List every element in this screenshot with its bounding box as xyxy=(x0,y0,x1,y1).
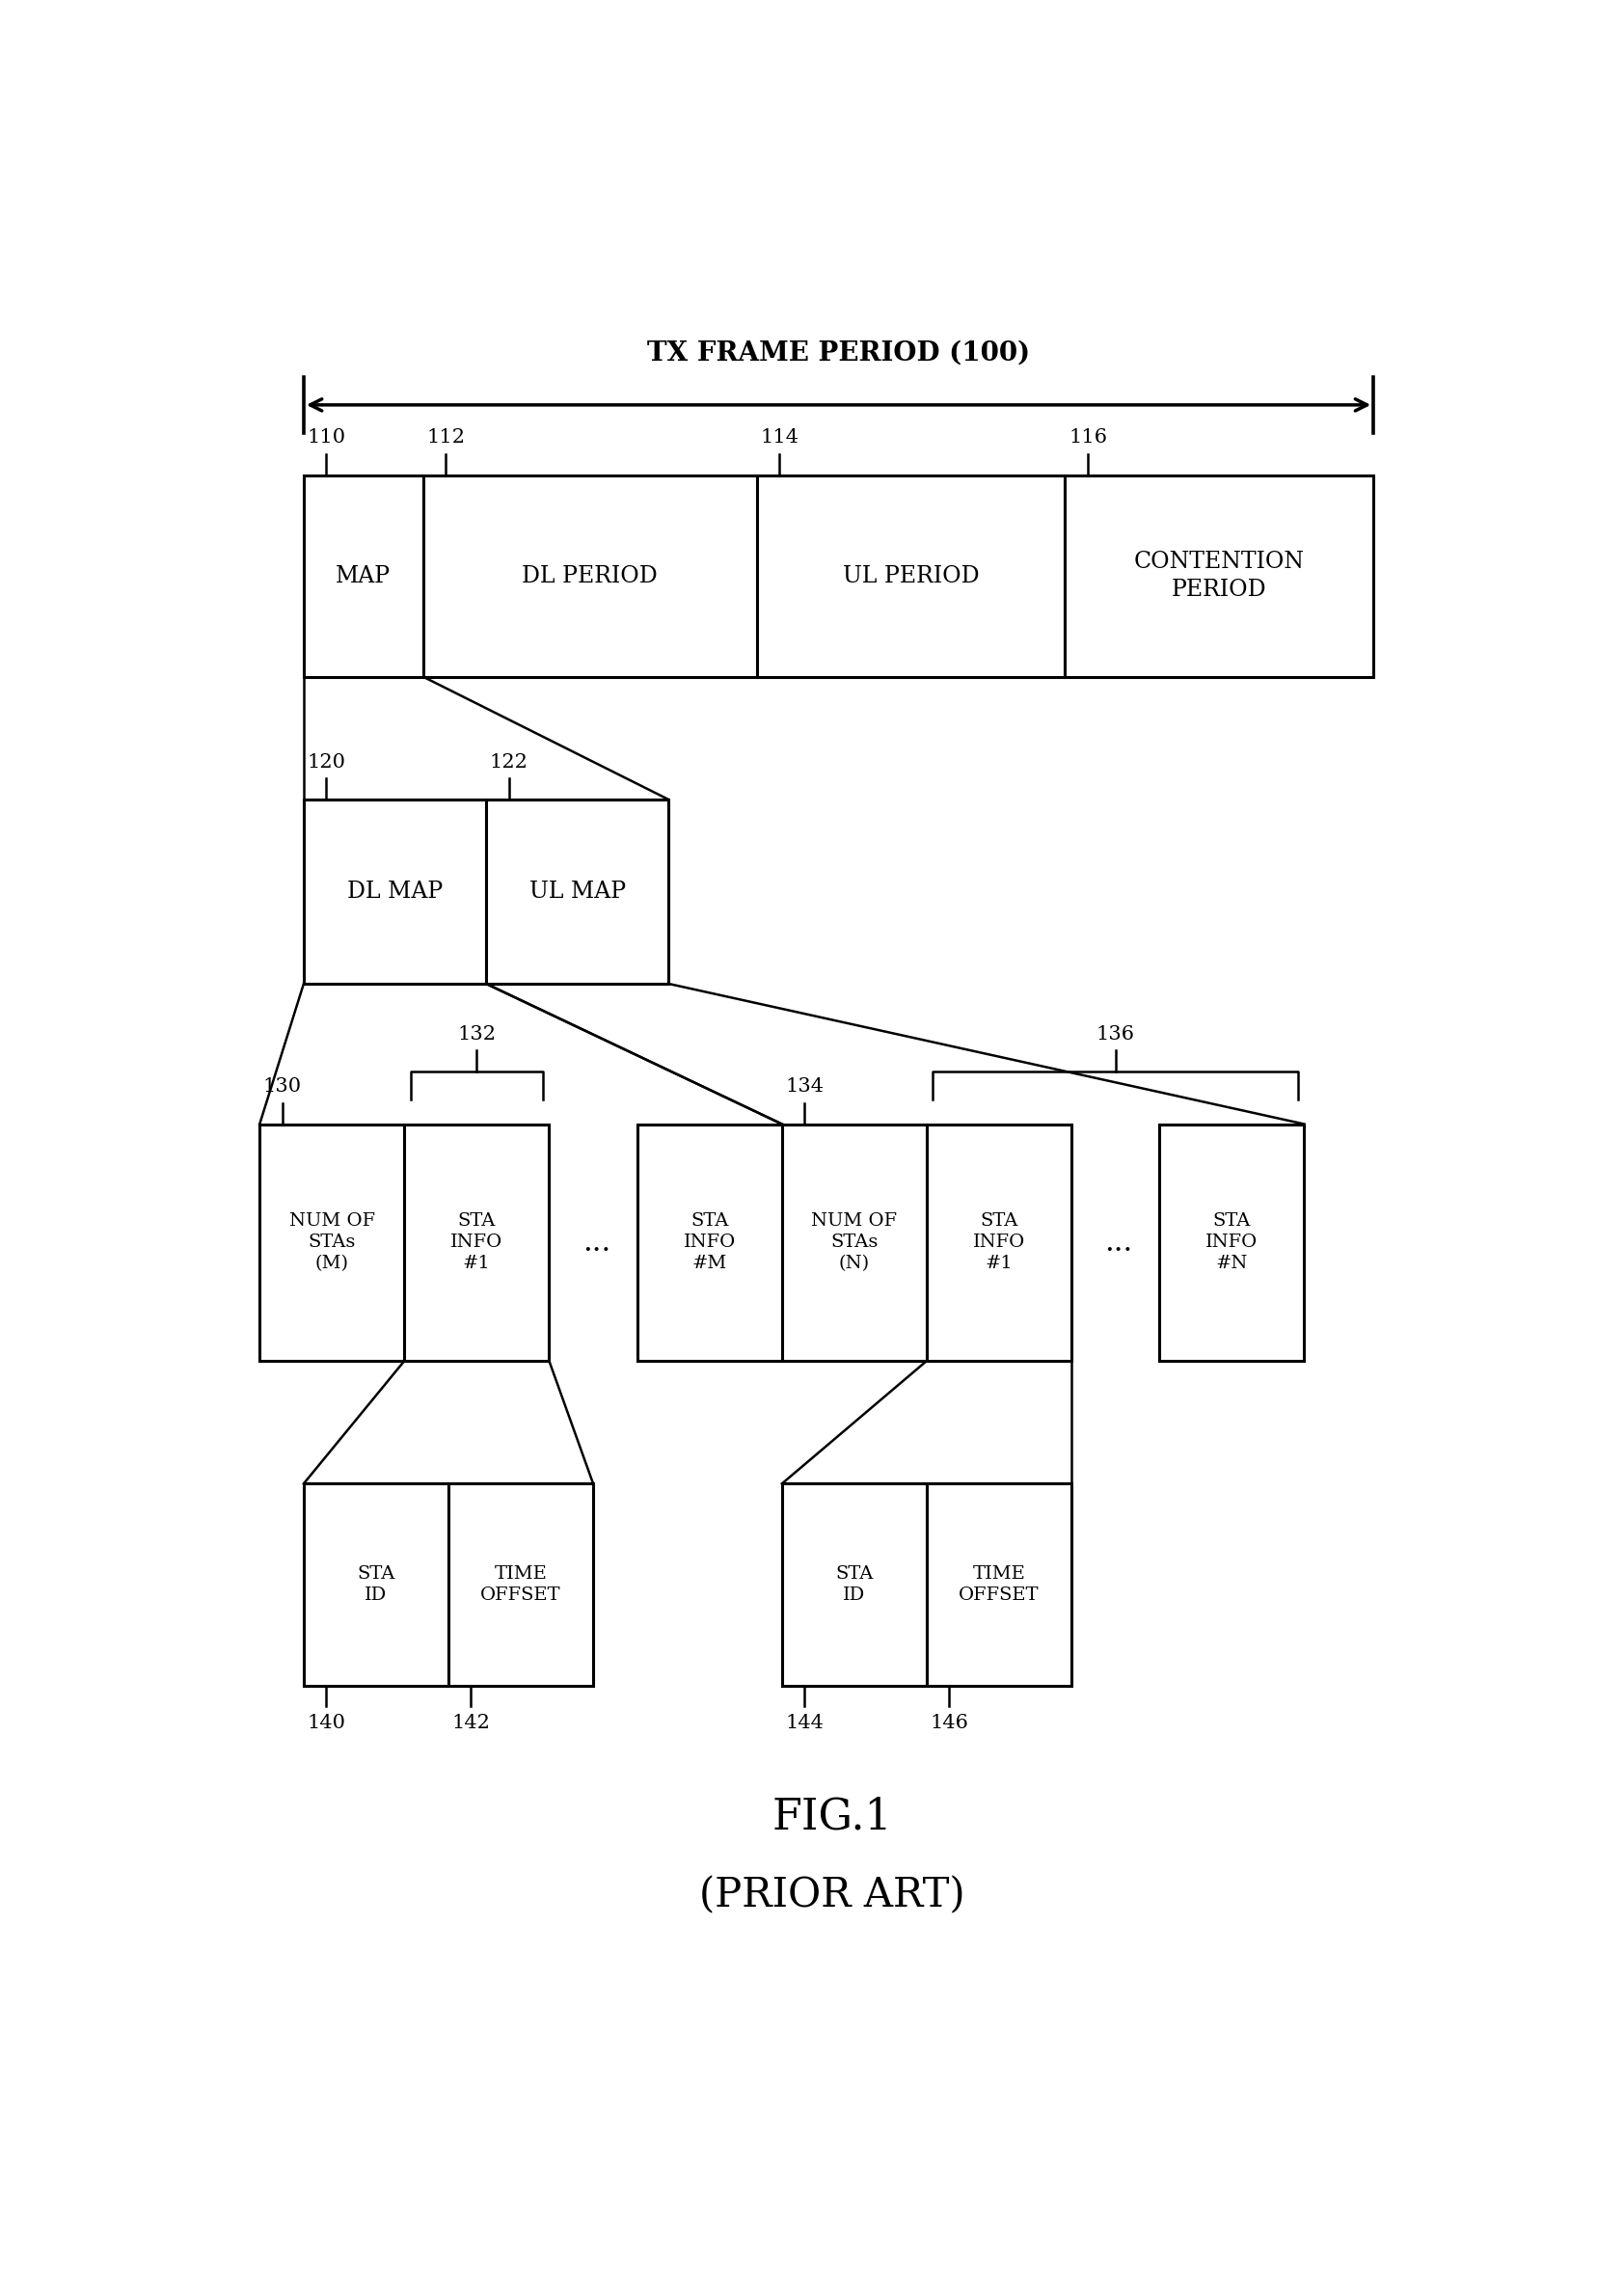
Text: 110: 110 xyxy=(307,428,346,446)
FancyBboxPatch shape xyxy=(304,476,424,677)
FancyBboxPatch shape xyxy=(448,1483,593,1686)
Text: STA
ID: STA ID xyxy=(357,1565,395,1604)
Text: STA
INFO
#M: STA INFO #M xyxy=(684,1212,736,1273)
Text: ...: ... xyxy=(583,1228,611,1257)
Text: TX FRAME PERIOD (100): TX FRAME PERIOD (100) xyxy=(646,339,1030,367)
Text: NUM OF
STAs
(N): NUM OF STAs (N) xyxy=(812,1212,898,1273)
Text: (PRIOR ART): (PRIOR ART) xyxy=(700,1875,965,1916)
Text: 134: 134 xyxy=(786,1077,823,1096)
FancyBboxPatch shape xyxy=(927,1123,1072,1360)
Text: 120: 120 xyxy=(307,754,346,772)
Text: TIME
OFFSET: TIME OFFSET xyxy=(481,1565,562,1604)
Text: DL MAP: DL MAP xyxy=(348,882,443,902)
FancyBboxPatch shape xyxy=(304,800,486,984)
Text: 116: 116 xyxy=(1069,428,1108,446)
FancyBboxPatch shape xyxy=(637,1123,783,1360)
Text: 136: 136 xyxy=(1096,1025,1135,1043)
Text: NUM OF
STAs
(M): NUM OF STAs (M) xyxy=(289,1212,375,1273)
Text: STA
INFO
#1: STA INFO #1 xyxy=(450,1212,503,1273)
Text: MAP: MAP xyxy=(336,565,391,588)
FancyBboxPatch shape xyxy=(927,1483,1072,1686)
Text: 130: 130 xyxy=(263,1077,302,1096)
FancyBboxPatch shape xyxy=(304,1483,448,1686)
Text: 146: 146 xyxy=(931,1713,968,1731)
Text: STA
ID: STA ID xyxy=(835,1565,874,1604)
Text: UL MAP: UL MAP xyxy=(529,882,625,902)
Text: 114: 114 xyxy=(760,428,799,446)
Text: TIME
OFFSET: TIME OFFSET xyxy=(958,1565,1039,1604)
FancyBboxPatch shape xyxy=(1160,1123,1304,1360)
Text: STA
INFO
#1: STA INFO #1 xyxy=(973,1212,1025,1273)
Text: FIG.1: FIG.1 xyxy=(771,1795,893,1838)
FancyBboxPatch shape xyxy=(486,800,669,984)
Text: 144: 144 xyxy=(786,1713,823,1731)
FancyBboxPatch shape xyxy=(1065,476,1374,677)
FancyBboxPatch shape xyxy=(783,1123,927,1360)
Text: 142: 142 xyxy=(451,1713,490,1731)
Text: 140: 140 xyxy=(307,1713,346,1731)
FancyBboxPatch shape xyxy=(757,476,1065,677)
FancyBboxPatch shape xyxy=(424,476,757,677)
Text: UL PERIOD: UL PERIOD xyxy=(843,565,979,588)
FancyBboxPatch shape xyxy=(404,1123,549,1360)
FancyBboxPatch shape xyxy=(783,1483,927,1686)
Text: DL PERIOD: DL PERIOD xyxy=(523,565,658,588)
Text: ...: ... xyxy=(1104,1228,1132,1257)
Text: 112: 112 xyxy=(427,428,464,446)
Text: CONTENTION
PERIOD: CONTENTION PERIOD xyxy=(1134,551,1304,601)
Text: 122: 122 xyxy=(489,754,528,772)
Text: STA
INFO
#N: STA INFO #N xyxy=(1205,1212,1259,1273)
FancyBboxPatch shape xyxy=(260,1123,404,1360)
Text: 132: 132 xyxy=(458,1025,495,1043)
